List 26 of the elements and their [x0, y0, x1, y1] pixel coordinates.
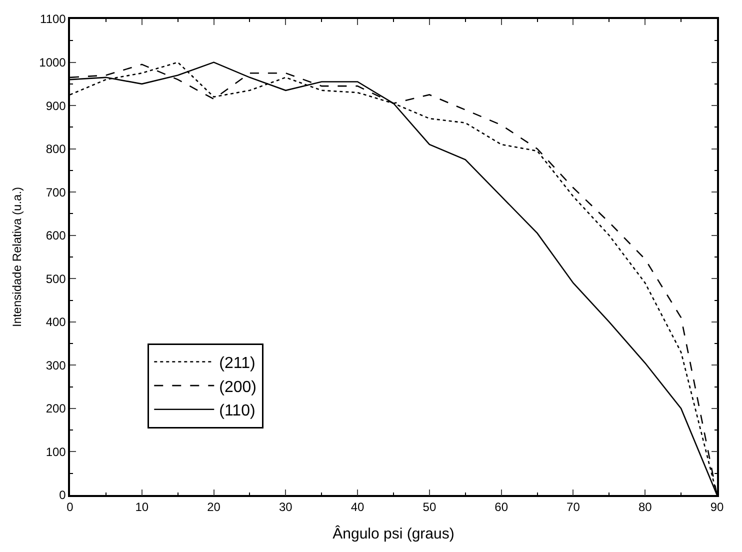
- y-tick-label: 100: [46, 444, 66, 459]
- y-tick-label: 400: [46, 315, 66, 330]
- x-tick-label: 50: [422, 500, 436, 514]
- y-tick-label: 200: [46, 402, 66, 416]
- legend-label: (110): [219, 402, 256, 420]
- x-tick-label: 90: [710, 500, 724, 514]
- x-tick-label: 70: [566, 500, 580, 514]
- y-tick-label: 1000: [39, 55, 66, 70]
- x-tick-label: 80: [638, 500, 652, 514]
- x-tick-label: 30: [278, 500, 293, 514]
- x-axis-title: Ângulo psi (graus): [332, 524, 454, 543]
- y-tick-label: 900: [46, 98, 66, 113]
- x-tick-label: 10: [135, 500, 149, 514]
- legend-label: (211): [219, 355, 256, 372]
- y-axis-title: Intensidade Relativa (u.a.): [10, 186, 24, 328]
- y-tick-label: 800: [46, 142, 66, 156]
- y-tick-label: 1100: [40, 12, 66, 26]
- y-tick-label: 600: [46, 228, 66, 243]
- y-tick-label: 300: [46, 358, 66, 372]
- x-tick-label: 20: [207, 500, 221, 514]
- y-tick-label: 500: [46, 272, 66, 286]
- y-tick-label: 0: [59, 488, 66, 502]
- x-tick-label: 40: [350, 500, 365, 514]
- y-tick-label: 700: [46, 185, 66, 200]
- x-tick-label: 60: [494, 500, 508, 514]
- legend-label: (200): [219, 378, 256, 396]
